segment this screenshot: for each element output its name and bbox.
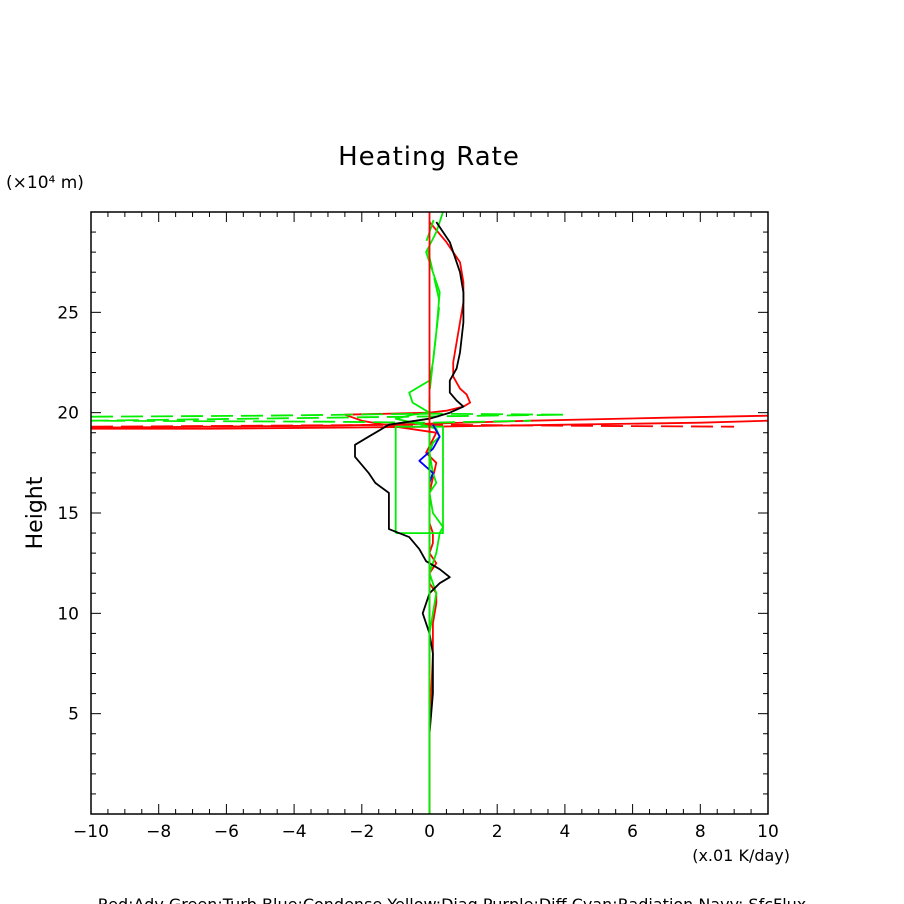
x-tick-label: 2 <box>492 822 503 842</box>
y-tick-label: 5 <box>68 705 79 725</box>
x-tick-label: −6 <box>214 822 239 842</box>
series-layer <box>91 212 768 814</box>
series-total-line <box>354 221 465 734</box>
y-tick-label: 20 <box>57 404 79 424</box>
series-condense-line <box>418 424 441 484</box>
x-tick-label: −8 <box>146 822 171 842</box>
y-tick-label: 10 <box>57 604 79 624</box>
y-tick-label: 25 <box>57 303 79 323</box>
series-turb-line <box>91 412 566 424</box>
series-turb-line <box>425 212 441 419</box>
x-tick-label: 4 <box>559 822 570 842</box>
x-tick-label: −4 <box>282 822 307 842</box>
chart-title: Heating Rate <box>338 142 520 172</box>
plot-frame <box>90 211 769 815</box>
legend-text: Red:Adv Green:Turb Blue:Condense Yellow:… <box>98 895 807 904</box>
x-tick-label: 10 <box>757 822 779 842</box>
x-tick-label: −10 <box>73 822 109 842</box>
series-turb-line <box>394 212 444 814</box>
x-tick-label: 8 <box>695 822 706 842</box>
x-unit-label: (x.01 K/day) <box>692 846 790 865</box>
y-tick-label: 15 <box>57 504 79 524</box>
series-adv-line <box>344 221 471 814</box>
x-tick-label: −2 <box>349 822 374 842</box>
y-axis-label: Height <box>23 476 48 549</box>
x-tick-label: 0 <box>424 822 435 842</box>
axis-tick-labels: −10 −8 −6 −4 −2 0 2 4 6 8 10 5 10 15 20 25 <box>57 303 778 842</box>
y-unit-label: (×10⁴ m) <box>6 173 84 193</box>
x-tick-label: 6 <box>627 822 638 842</box>
series-turb-line <box>394 425 444 534</box>
